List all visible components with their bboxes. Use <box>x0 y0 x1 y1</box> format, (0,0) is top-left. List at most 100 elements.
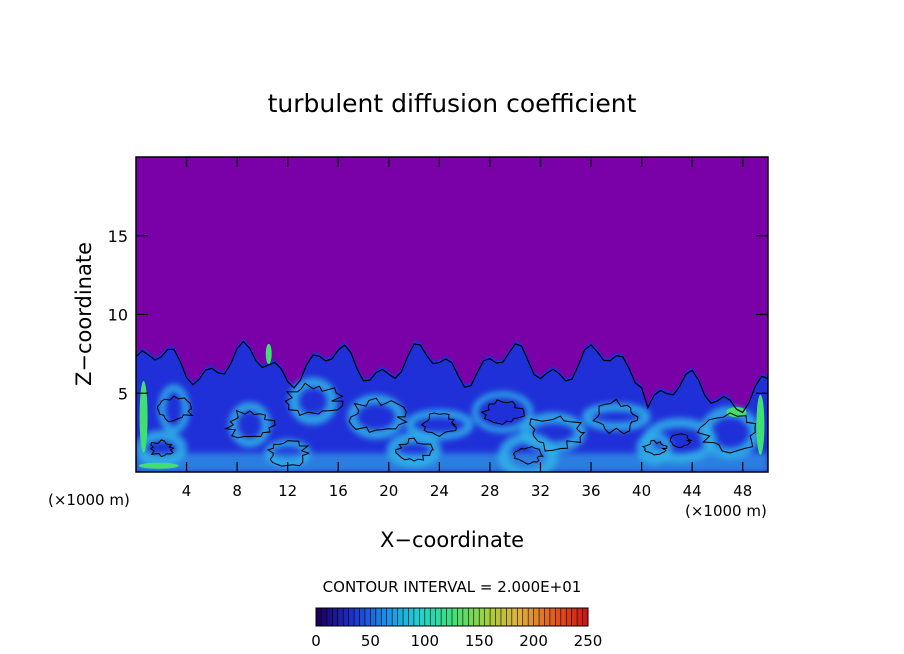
colorbar-swatch <box>413 608 420 626</box>
colorbar-swatch <box>354 608 361 626</box>
colorbar-tick-label-50: 50 <box>361 632 380 650</box>
contour-6 <box>480 399 526 426</box>
colorbar-swatch <box>506 608 513 626</box>
contour-8 <box>592 398 639 435</box>
x-tick-label-40: 40 <box>632 482 651 500</box>
y-tick-label-15: 15 <box>108 227 128 246</box>
colorbar-swatch <box>430 608 437 626</box>
contour-14 <box>512 446 544 465</box>
colorbar-swatch <box>435 608 442 626</box>
x-unit-right: (×1000 m) <box>685 502 767 520</box>
colorbar-swatch <box>549 608 556 626</box>
colorbar-swatch <box>457 608 464 626</box>
colorbar: 0 50 100 150 200 250 <box>311 607 603 650</box>
colorbar-swatch <box>544 608 551 626</box>
colorbar-swatch <box>343 608 350 626</box>
x-tick-label-44: 44 <box>683 482 702 500</box>
colorbar-swatch <box>348 608 355 626</box>
colorbar-swatch <box>321 608 328 626</box>
x-tick-label-48: 48 <box>733 482 752 500</box>
chart-title: turbulent diffusion coefficient <box>268 89 637 118</box>
colorbar-swatch <box>364 608 371 626</box>
x-tick-label-36: 36 <box>581 482 600 500</box>
colorbar-swatch <box>441 608 448 626</box>
colorbar-swatch <box>403 608 409 626</box>
turbulent-field <box>136 338 768 472</box>
colorbar-swatch <box>555 608 562 626</box>
x-tick-label-12: 12 <box>278 482 297 500</box>
colorbar-swatch <box>375 608 382 626</box>
field-green-layer <box>138 343 765 469</box>
colorbar-tick-label-250: 250 <box>574 632 603 650</box>
high-diffusion-patch-3 <box>726 407 747 418</box>
colorbar-tick-label-0: 0 <box>311 632 321 650</box>
colorbar-swatch <box>370 608 377 626</box>
colorbar-swatch <box>479 608 486 626</box>
field-blue-layer <box>136 338 768 472</box>
eddy-6 <box>471 391 534 434</box>
colorbar-swatch <box>484 608 491 626</box>
high-diffusion-patch-1 <box>139 380 148 453</box>
x-tick-label-16: 16 <box>329 482 348 500</box>
colorbar-swatch <box>381 608 388 626</box>
contour-13 <box>395 437 434 462</box>
colorbar-swatch <box>528 608 535 626</box>
contour-12 <box>266 440 310 467</box>
colorbar-frame <box>315 607 589 627</box>
colorbar-swatch <box>511 608 518 626</box>
x-axis: 4 8 12 16 20 24 28 32 36 40 44 48 <box>182 157 752 500</box>
contour-7 <box>529 415 586 452</box>
colorbar-swatch <box>533 608 540 626</box>
colorbar-swatch <box>462 608 469 626</box>
colorbar-swatch <box>446 608 453 626</box>
contour-1 <box>157 395 194 423</box>
colorbar-swatch <box>522 608 529 626</box>
contour-11 <box>149 439 175 458</box>
colorbar-swatch <box>577 608 584 626</box>
eddy-1 <box>158 384 190 434</box>
contour-5 <box>420 412 457 437</box>
colorbar-swatch <box>560 608 567 626</box>
contour-15 <box>641 439 668 456</box>
colorbar-swatch <box>316 608 322 626</box>
colorbar-swatch <box>397 608 404 626</box>
colorbar-swatch <box>386 608 393 626</box>
colorbar-swatch <box>408 608 415 626</box>
y-tick-label-10: 10 <box>108 306 128 325</box>
colorbar-swatch <box>490 608 497 626</box>
contour-interval-note: CONTOUR INTERVAL = 2.000E+01 <box>323 578 582 596</box>
colorbar-swatch <box>326 608 333 626</box>
contour-lines <box>136 340 768 467</box>
colorbar-swatch <box>571 608 578 626</box>
colorbar-tick-label-100: 100 <box>410 632 439 650</box>
x-tick-label-28: 28 <box>480 482 499 500</box>
surface-layer <box>136 453 768 472</box>
colorbar-swatch <box>419 608 426 626</box>
turbulent-layer <box>136 338 768 472</box>
high-diffusion-patch-5 <box>265 343 272 364</box>
colorbar-tick-label-200: 200 <box>519 632 548 650</box>
colorbar-swatch <box>495 608 502 626</box>
colorbar-swatch <box>539 608 545 626</box>
x-tick-label-24: 24 <box>430 482 449 500</box>
high-diffusion-patch-2 <box>756 394 765 455</box>
colorbar-swatch <box>566 608 573 626</box>
colorbar-swatch <box>392 608 399 626</box>
x-unit-left: (×1000 m) <box>48 491 130 509</box>
y-axis: 5 10 15 <box>108 227 768 403</box>
colorbar-swatch <box>517 608 524 626</box>
contour-3 <box>284 382 344 416</box>
contour-10 <box>696 412 757 454</box>
x-tick-label-4: 4 <box>182 482 192 500</box>
colorbar-swatch <box>359 608 366 626</box>
x-axis-label: X−coordinate <box>380 528 524 552</box>
x-tick-label-32: 32 <box>531 482 550 500</box>
x-tick-label-20: 20 <box>379 482 398 500</box>
colorbar-swatch <box>332 608 339 626</box>
contour-9 <box>669 433 693 449</box>
colorbar-tick-label-150: 150 <box>465 632 494 650</box>
colorbar-swatch <box>337 608 344 626</box>
colorbar-swatch <box>452 608 458 626</box>
